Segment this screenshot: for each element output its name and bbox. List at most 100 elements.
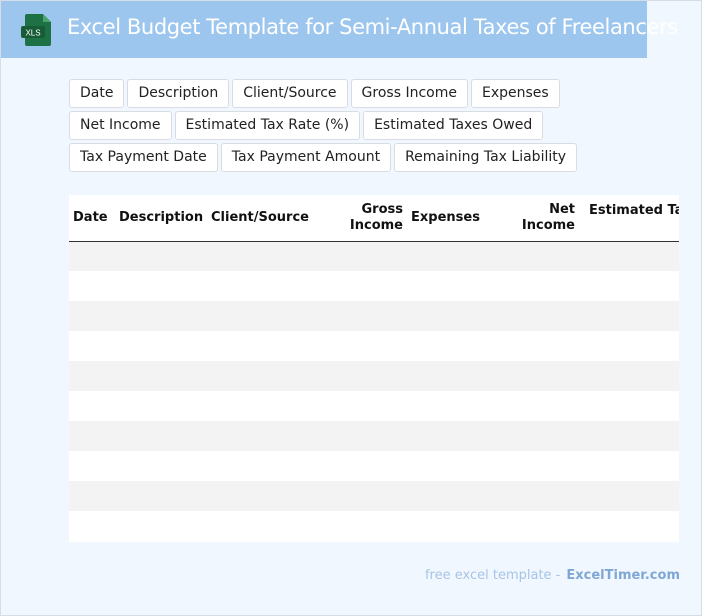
table-cell[interactable] [407,391,491,421]
table-cell[interactable] [317,241,407,271]
table-cell[interactable] [207,391,317,421]
table-cell[interactable] [579,331,679,361]
table-cell[interactable] [207,421,317,451]
table-cell[interactable] [207,301,317,331]
table-cell[interactable] [115,391,207,421]
table-cell[interactable] [317,511,407,541]
table-cell[interactable] [69,361,115,391]
table-cell[interactable] [69,391,115,421]
table-row [69,331,679,361]
table-header-row: Date Description Client/Source Gross Inc… [69,195,679,242]
header-estimated-tax[interactable]: Estimated Ta [579,195,679,242]
header-expenses[interactable]: Expenses [407,195,491,242]
excel-file-icon: XLS [21,14,51,46]
table-cell[interactable] [115,271,207,301]
table-row [69,421,679,451]
table-cell[interactable] [207,331,317,361]
table-row [69,481,679,511]
chip-gross-income[interactable]: Gross Income [350,79,468,108]
header-client-source[interactable]: Client/Source [207,195,317,242]
table-cell[interactable] [491,451,579,481]
table-cell[interactable] [115,451,207,481]
table-cell[interactable] [407,481,491,511]
header-net-income[interactable]: Net Income [491,195,579,242]
chip-date[interactable]: Date [69,79,125,108]
table-cell[interactable] [407,301,491,331]
table-cell[interactable] [115,241,207,271]
header-gross-income[interactable]: Gross Income [317,195,407,242]
table-cell[interactable] [207,241,317,271]
table-cell[interactable] [317,271,407,301]
table-cell[interactable] [69,301,115,331]
table-cell[interactable] [317,361,407,391]
table-cell[interactable] [491,391,579,421]
table-cell[interactable] [317,301,407,331]
table-cell[interactable] [579,391,679,421]
table-cell[interactable] [317,481,407,511]
table-cell[interactable] [69,241,115,271]
chip-net-income[interactable]: Net Income [69,111,172,140]
chip-estimated-taxes-owed[interactable]: Estimated Taxes Owed [363,111,544,140]
chip-tax-payment-amount[interactable]: Tax Payment Amount [220,143,392,172]
table-cell[interactable] [115,421,207,451]
chip-remaining-tax-liability[interactable]: Remaining Tax Liability [394,143,578,172]
table-cell[interactable] [69,481,115,511]
table-cell[interactable] [317,331,407,361]
page-title: Excel Budget Template for Semi-Annual Ta… [67,15,678,39]
table-cell[interactable] [407,511,491,541]
table-cell[interactable] [317,451,407,481]
table-cell[interactable] [491,361,579,391]
table-cell[interactable] [491,271,579,301]
table-cell[interactable] [69,421,115,451]
chip-description[interactable]: Description [127,79,230,108]
table-cell[interactable] [69,331,115,361]
table-cell[interactable] [69,451,115,481]
table-cell[interactable] [491,331,579,361]
table-cell[interactable] [579,361,679,391]
chip-estimated-tax-rate[interactable]: Estimated Tax Rate (%) [174,111,361,140]
table-cell[interactable] [579,301,679,331]
table-cell[interactable] [317,391,407,421]
column-chip-list: Date Description Client/Source Gross Inc… [69,79,659,172]
table-row [69,241,679,271]
table-cell[interactable] [491,481,579,511]
table-cell[interactable] [115,331,207,361]
table-cell[interactable] [115,301,207,331]
table-cell[interactable] [579,451,679,481]
table-cell[interactable] [407,241,491,271]
table-cell[interactable] [115,481,207,511]
table-cell[interactable] [579,481,679,511]
table-cell[interactable] [491,301,579,331]
budget-table-container[interactable]: Date Description Client/Source Gross Inc… [69,195,679,542]
table-cell[interactable] [317,421,407,451]
table-cell[interactable] [69,271,115,301]
table-cell[interactable] [115,361,207,391]
footer-brand-link[interactable]: ExcelTimer.com [566,568,680,583]
table-cell[interactable] [407,421,491,451]
table-cell[interactable] [207,511,317,541]
chip-tax-payment-date[interactable]: Tax Payment Date [69,143,218,172]
table-cell[interactable] [579,421,679,451]
table-cell[interactable] [407,271,491,301]
table-cell[interactable] [491,511,579,541]
table-cell[interactable] [407,331,491,361]
table-row [69,391,679,421]
table-cell[interactable] [407,361,491,391]
chip-client-source[interactable]: Client/Source [232,79,348,108]
table-cell[interactable] [69,511,115,541]
table-cell[interactable] [207,271,317,301]
table-cell[interactable] [407,451,491,481]
table-cell[interactable] [115,511,207,541]
table-cell[interactable] [491,421,579,451]
table-row [69,451,679,481]
header-description[interactable]: Description [115,195,207,242]
table-cell[interactable] [207,481,317,511]
table-cell[interactable] [579,271,679,301]
table-cell[interactable] [207,451,317,481]
table-cell[interactable] [579,241,679,271]
header-date[interactable]: Date [69,195,115,242]
table-cell[interactable] [207,361,317,391]
chip-expenses[interactable]: Expenses [470,79,560,108]
table-cell[interactable] [579,511,679,541]
table-cell[interactable] [491,241,579,271]
